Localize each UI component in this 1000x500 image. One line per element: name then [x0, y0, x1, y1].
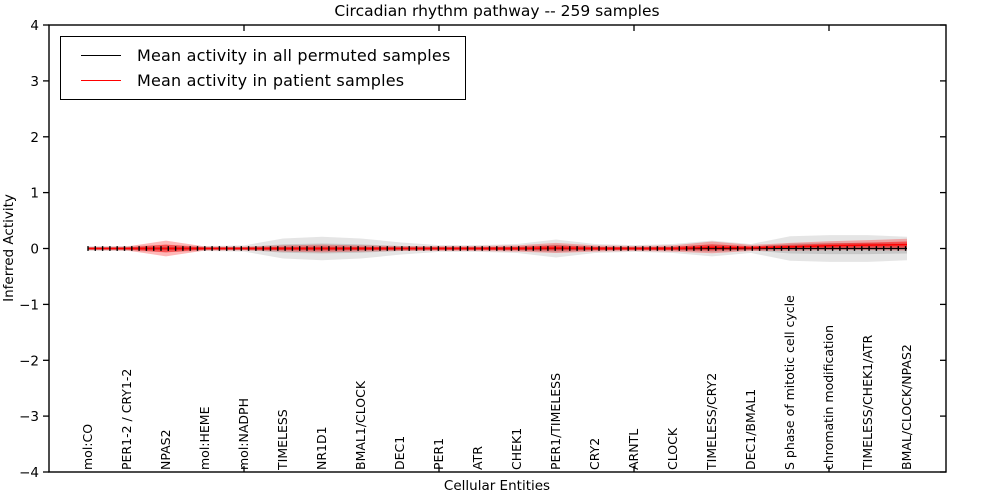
y-tick-label: −1 — [19, 297, 39, 313]
patient-line-swatch — [81, 80, 121, 81]
x-category-label: TIMELESS/CHEK1/ATR — [860, 334, 875, 471]
y-tick-label: −2 — [19, 353, 39, 369]
chart-title: Circadian rhythm pathway -- 259 samples — [334, 2, 659, 20]
x-category-label: DEC1 — [392, 436, 407, 470]
legend-row-patient: Mean activity in patient samples — [73, 68, 451, 93]
x-category-label: NPAS2 — [158, 429, 173, 470]
x-category-label: mol:CO — [80, 424, 95, 470]
permuted-line-swatch — [81, 55, 121, 56]
y-tick-label: −3 — [19, 409, 39, 425]
permuted-line-markers — [87, 246, 907, 251]
x-category-label: BMAL/CLOCK/NPAS2 — [899, 344, 914, 470]
x-category-label: chromatin modification — [821, 325, 836, 470]
x-category-label: TIMELESS/CRY2 — [704, 373, 719, 471]
x-category-label: S phase of mitotic cell cycle — [782, 295, 797, 470]
x-category-label: mol:HEME — [197, 406, 212, 470]
y-tick-label: 1 — [30, 186, 39, 202]
x-category-label: TIMELESS — [275, 409, 290, 471]
legend: Mean activity in all permuted samples Me… — [60, 36, 466, 100]
tick-labels: 4 3 2 1 0 −1 −2 −3 −4 mol:CO PER1-2 / CRY1-2 NPAS2 m… — [19, 18, 914, 481]
x-category-label: NR1D1 — [314, 426, 329, 470]
x-category-label: ATR — [470, 446, 485, 470]
y-tick-label: 2 — [30, 130, 39, 146]
y-tick-label: 4 — [30, 18, 39, 34]
x-category-label: PER1-2 / CRY1-2 — [119, 369, 134, 470]
x-category-label: CRY2 — [587, 438, 602, 470]
x-category-label: CHEK1 — [509, 428, 524, 470]
y-tick-label: 3 — [30, 74, 39, 90]
x-category-label: DEC1/BMAL1 — [743, 389, 758, 470]
y-tick-label: 0 — [30, 242, 39, 258]
x-category-label: BMAL1/CLOCK — [353, 380, 368, 470]
legend-row-permuted: Mean activity in all permuted samples — [73, 43, 451, 68]
legend-label-permuted: Mean activity in all permuted samples — [137, 46, 451, 65]
y-tick-label: −4 — [19, 465, 39, 481]
mean-lines — [87, 243, 908, 251]
x-category-label: CLOCK — [665, 427, 680, 470]
axes — [43, 24, 947, 473]
x-category-label: ARNTL — [626, 429, 641, 470]
y-axis-label: Inferred Activity — [1, 194, 17, 302]
x-category-label: PER1 — [431, 438, 446, 470]
legend-label-patient: Mean activity in patient samples — [137, 71, 405, 90]
x-category-label: mol:NADPH — [236, 398, 251, 470]
x-category-label: PER1/TIMELESS — [548, 373, 563, 470]
x-axis-label: Cellular Entities — [444, 478, 550, 494]
